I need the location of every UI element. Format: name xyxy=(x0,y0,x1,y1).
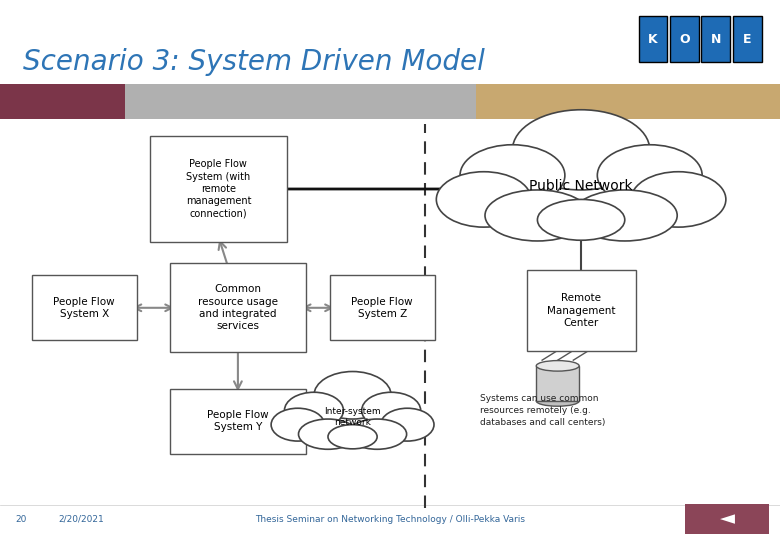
Ellipse shape xyxy=(512,110,650,190)
Ellipse shape xyxy=(436,172,531,227)
FancyBboxPatch shape xyxy=(636,11,764,68)
Ellipse shape xyxy=(537,199,625,240)
FancyBboxPatch shape xyxy=(169,389,306,454)
Text: 2/20/2021: 2/20/2021 xyxy=(58,515,105,524)
Text: Thesis Seminar on Networking Technology / Olli-Pekka Varis: Thesis Seminar on Networking Technology … xyxy=(255,515,525,524)
FancyBboxPatch shape xyxy=(685,504,769,534)
Ellipse shape xyxy=(631,172,726,227)
Text: Systems can use common
resources remotely (e.g.
databases and call centers): Systems can use common resources remotel… xyxy=(480,394,605,427)
FancyBboxPatch shape xyxy=(31,275,137,340)
Ellipse shape xyxy=(536,396,579,406)
Text: Scenario 3: System Driven Model: Scenario 3: System Driven Model xyxy=(23,48,485,76)
Text: Inter-system
network: Inter-system network xyxy=(324,407,381,427)
Ellipse shape xyxy=(460,145,565,206)
Text: O: O xyxy=(679,32,690,46)
Text: K: K xyxy=(648,32,658,46)
Ellipse shape xyxy=(348,419,406,449)
FancyBboxPatch shape xyxy=(169,263,306,353)
FancyBboxPatch shape xyxy=(476,84,780,119)
FancyBboxPatch shape xyxy=(733,16,761,63)
FancyBboxPatch shape xyxy=(0,84,125,119)
Text: People Flow
System Z: People Flow System Z xyxy=(351,296,413,319)
Ellipse shape xyxy=(536,361,579,371)
FancyBboxPatch shape xyxy=(150,137,287,241)
Ellipse shape xyxy=(597,145,702,206)
Text: N: N xyxy=(711,32,721,46)
Ellipse shape xyxy=(285,392,343,429)
FancyBboxPatch shape xyxy=(701,16,730,63)
FancyBboxPatch shape xyxy=(639,16,667,63)
Ellipse shape xyxy=(485,190,590,241)
Ellipse shape xyxy=(381,408,434,441)
Ellipse shape xyxy=(271,408,324,441)
FancyBboxPatch shape xyxy=(526,270,636,351)
Text: Common
resource usage
and integrated
services: Common resource usage and integrated ser… xyxy=(198,284,278,332)
Ellipse shape xyxy=(299,419,357,449)
Text: Remote
Management
Center: Remote Management Center xyxy=(547,293,615,328)
Ellipse shape xyxy=(314,372,392,419)
Ellipse shape xyxy=(573,190,677,241)
Polygon shape xyxy=(537,366,579,401)
FancyBboxPatch shape xyxy=(670,16,699,63)
FancyBboxPatch shape xyxy=(125,84,476,119)
Text: Public Network: Public Network xyxy=(530,179,633,193)
Ellipse shape xyxy=(362,392,420,429)
Text: 20: 20 xyxy=(16,515,27,524)
Text: People Flow
System Y: People Flow System Y xyxy=(207,410,269,433)
Text: E: E xyxy=(743,32,751,46)
Text: ◄: ◄ xyxy=(719,509,735,528)
FancyBboxPatch shape xyxy=(329,275,435,340)
Text: People Flow
System X: People Flow System X xyxy=(53,296,115,319)
Ellipse shape xyxy=(328,424,378,449)
Text: People Flow
System (with
remote
management
connection): People Flow System (with remote manageme… xyxy=(186,159,251,219)
